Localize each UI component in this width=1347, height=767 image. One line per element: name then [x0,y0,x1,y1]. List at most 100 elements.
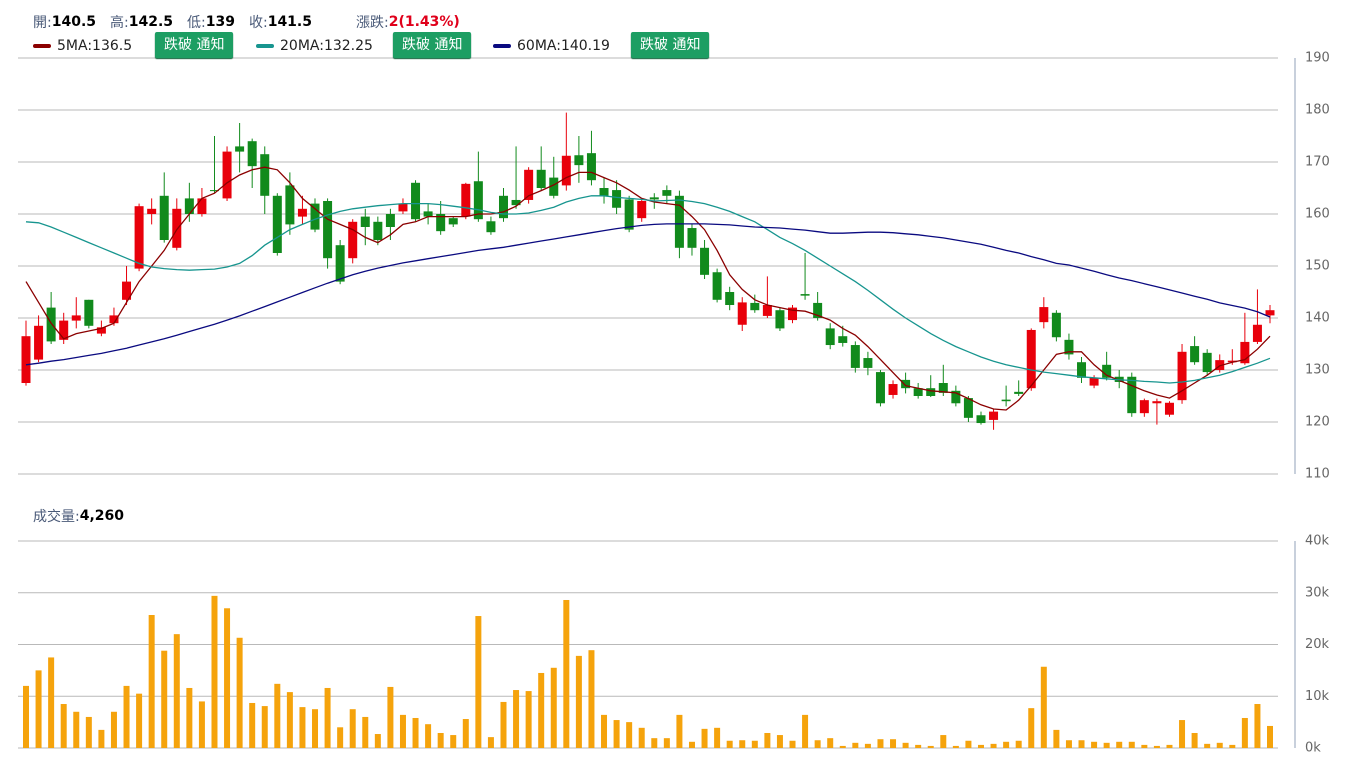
volume-bar [1153,745,1160,748]
volume-bar [1003,741,1010,748]
candle-body [1177,351,1187,401]
volume-bar [563,599,570,748]
volume-bar [802,714,809,748]
candle-body [536,169,546,188]
candle-body [1064,339,1074,355]
volume-bar [688,741,695,748]
alert-button[interactable]: 跌破 通知 [393,32,472,58]
y-tick-label: 0k [1305,741,1321,756]
candle-body [901,379,911,389]
volume-bar [513,690,520,748]
candle-body [888,384,898,395]
volume-bar [475,616,482,748]
volume-bar [588,650,595,748]
candle-body [260,154,270,196]
candle-body [360,216,370,227]
candle-body [700,247,710,275]
volume-bar [1191,732,1198,748]
volume-bar [1091,741,1098,748]
volume-bar [827,738,834,748]
candle-body [1252,324,1262,342]
candle-body [1039,307,1049,323]
volume-bar [776,735,783,748]
volume-bar [1241,717,1248,748]
legend-item: 60MA:140.19 [493,33,610,59]
volume-bar [261,706,268,748]
volume-bar [651,738,658,748]
volume-bar [123,685,130,748]
volume-bar [60,704,67,748]
candle-body [285,185,295,225]
candle-body [850,345,860,368]
legend-swatch [493,44,511,48]
volume-bar [726,740,733,748]
candle-body [775,310,785,329]
volume-bar [701,728,708,748]
volume-bar [73,711,80,748]
candle-body [913,388,923,396]
alert-button[interactable]: 跌破 通知 [155,32,234,58]
volume-bar [425,724,432,748]
candle-body [762,305,772,316]
volume-bar [450,735,457,748]
y-tick-label: 120 [1305,415,1330,430]
volume-label: 成交量: [33,509,80,525]
candle-body [813,302,823,318]
volume-bar [1015,740,1022,748]
y-tick-label: 150 [1305,259,1330,274]
y-tick-label: 130 [1305,363,1330,378]
volume-bar [927,745,934,748]
volume-bar [1267,725,1273,748]
volume-bar [814,740,821,748]
volume-bar [952,745,959,748]
summary-value: 140.5 [51,14,97,30]
volume-bar [877,739,884,748]
volume-bar [1204,743,1211,748]
candle-body [687,228,697,248]
candle-body [1152,401,1162,404]
candle-body [297,208,307,217]
y-tick-label: 30k [1305,585,1330,600]
candle-body [838,336,848,343]
volume-bar [1179,720,1186,748]
candle-body [172,208,182,248]
volume-bar [1128,741,1135,748]
volume-bar [676,714,683,748]
y-tick-label: 190 [1305,51,1330,66]
candle-body [461,183,471,217]
volume-bar [977,744,984,748]
candle-body [21,336,31,383]
candle-body [1001,399,1011,402]
volume-bar [714,727,721,748]
volume-bar [299,707,306,748]
legend-label: 5MA:136.5 [57,38,133,54]
legend-label: 20MA:132.25 [280,38,373,54]
candle-body [1202,352,1212,373]
volume-bar [638,727,645,748]
volume-bar [538,672,545,748]
candle-body [59,320,69,340]
candle-body [1102,364,1112,378]
summary-label: 高: [110,15,129,31]
volume-bar [324,687,331,748]
candle-body [938,383,948,393]
candle-body [373,221,383,240]
volume-bar [1103,742,1110,748]
candle-body [649,197,659,200]
volume-bar [362,716,369,748]
legend-item: 20MA:132.25 [256,33,373,59]
candle-body [34,325,44,360]
candle-body [637,201,647,219]
candle-body [1240,341,1250,364]
volume-bar [525,691,532,748]
volume-bar [739,740,746,748]
y-tick-label: 140 [1305,311,1330,326]
candle-body [498,195,508,219]
volume-bar [915,744,922,748]
alert-button[interactable]: 跌破 通知 [631,32,710,58]
candle-body [1190,346,1200,363]
volume-bar [500,701,507,748]
volume-bar [487,737,494,748]
candle-body [788,307,798,321]
